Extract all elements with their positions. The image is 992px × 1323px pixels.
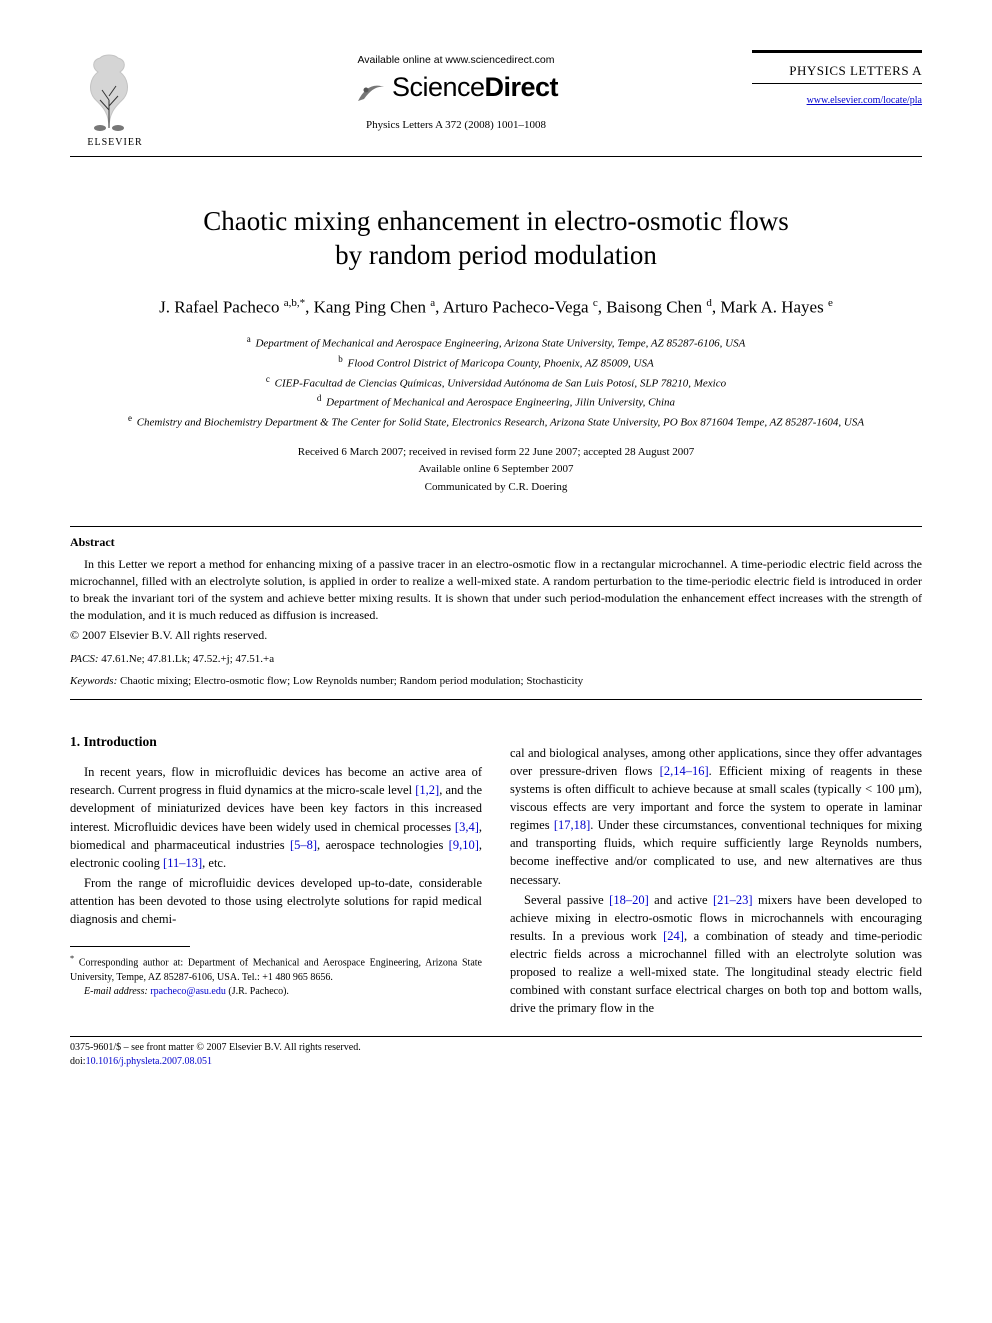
affiliation-b: b Flood Control District of Maricopa Cou… [70,353,922,373]
intro-paragraph-1-cont: cal and biological analyses, among other… [510,744,922,889]
affiliation-a-text: Department of Mechanical and Aerospace E… [255,338,745,350]
sciencedirect-logo: ScienceDirect [160,72,752,107]
abstract-copyright: © 2007 Elsevier B.V. All rights reserved… [70,628,922,643]
elsevier-logo-block: ELSEVIER [70,50,160,148]
keywords-text: Chaotic mixing; Electro-osmotic flow; Lo… [120,675,583,687]
email-label: E-mail address: [84,986,148,997]
pacs-codes: 47.61.Ne; 47.81.Lk; 47.52.+j; 47.51.+a [101,653,274,665]
pre-abstract-rule [70,526,922,527]
right-column: cal and biological analyses, among other… [510,704,922,1020]
pacs-label: PACS: [70,653,99,665]
intro-paragraph-3: Several passive [18–20] and active [21–2… [510,891,922,1018]
affiliation-e: e Chemistry and Biochemistry Department … [70,412,922,432]
section-1-heading: 1. Introduction [70,732,482,752]
sd-direct-text: Direct [485,72,559,102]
doi-link[interactable]: 10.1016/j.physleta.2007.08.051 [86,1056,212,1067]
affiliation-d: d Department of Mechanical and Aerospace… [70,392,922,412]
available-date: Available online 6 September 2007 [70,461,922,479]
body-columns: 1. Introduction In recent years, flow in… [70,704,922,1020]
abstract-text: In this Letter we report a method for en… [70,556,922,623]
article-dates: Received 6 March 2007; received in revis… [70,444,922,497]
affiliation-a: a Department of Mechanical and Aerospace… [70,333,922,353]
affiliation-c-text: CIEP-Facultad de Ciencias Químicas, Univ… [275,377,726,389]
journal-homepage-link[interactable]: www.elsevier.com/locate/pla [807,95,922,106]
affiliation-d-text: Department of Mechanical and Aerospace E… [326,397,675,409]
sd-science-text: Science [392,72,485,102]
doi-label: doi: [70,1056,86,1067]
received-date: Received 6 March 2007; received in revis… [70,444,922,462]
affiliation-b-text: Flood Control District of Maricopa Count… [348,358,654,370]
available-online-text: Available online at www.sciencedirect.co… [160,54,752,66]
corresponding-email-name: (J.R. Pacheco). [228,986,289,997]
sd-swoosh-icon [354,77,388,107]
corresponding-email-link[interactable]: rpacheco@asu.edu [150,986,226,997]
citation-line: Physics Letters A 372 (2008) 1001–1008 [160,119,752,131]
corresponding-author-footnote: * Corresponding author at: Department of… [70,953,482,998]
article-title: Chaotic mixing enhancement in electro-os… [70,205,922,273]
left-column: 1. Introduction In recent years, flow in… [70,704,482,1020]
header-rule [70,156,922,157]
journal-badge: PHYSICS LETTERS A www.elsevier.com/locat… [752,50,922,108]
page-footer: 0375-9601/$ – see front matter © 2007 El… [70,1041,922,1069]
elsevier-tree-icon [70,50,148,135]
front-matter-text: 0375-9601/$ – see front matter © 2007 El… [70,1041,922,1055]
abstract-heading: Abstract [70,535,922,550]
intro-paragraph-1: In recent years, flow in microfluidic de… [70,763,482,872]
keywords-label: Keywords: [70,675,117,687]
header-center: Available online at www.sciencedirect.co… [160,50,752,131]
affiliation-e-text: Chemistry and Biochemistry Department & … [137,417,864,429]
intro-paragraph-2: From the range of microfluidic devices d… [70,874,482,928]
corresponding-text: Corresponding author at: Department of M… [70,958,482,983]
article-header: ELSEVIER Available online at www.science… [70,50,922,148]
journal-name: PHYSICS LETTERS A [752,63,922,79]
keywords-line: Keywords: Chaotic mixing; Electro-osmoti… [70,675,922,687]
post-abstract-rule [70,699,922,700]
communicated-by: Communicated by C.R. Doering [70,479,922,497]
affiliations-block: a Department of Mechanical and Aerospace… [70,333,922,432]
footnote-separator [70,946,190,947]
footer-rule [70,1036,922,1037]
elsevier-label: ELSEVIER [70,137,160,148]
authors-line: J. Rafael Pacheco a,b,*, Kang Ping Chen … [70,297,922,318]
title-line-1: Chaotic mixing enhancement in electro-os… [203,206,789,236]
title-line-2: by random period modulation [335,240,657,270]
pacs-line: PACS: 47.61.Ne; 47.81.Lk; 47.52.+j; 47.5… [70,653,922,665]
affiliation-c: c CIEP-Facultad de Ciencias Químicas, Un… [70,373,922,393]
